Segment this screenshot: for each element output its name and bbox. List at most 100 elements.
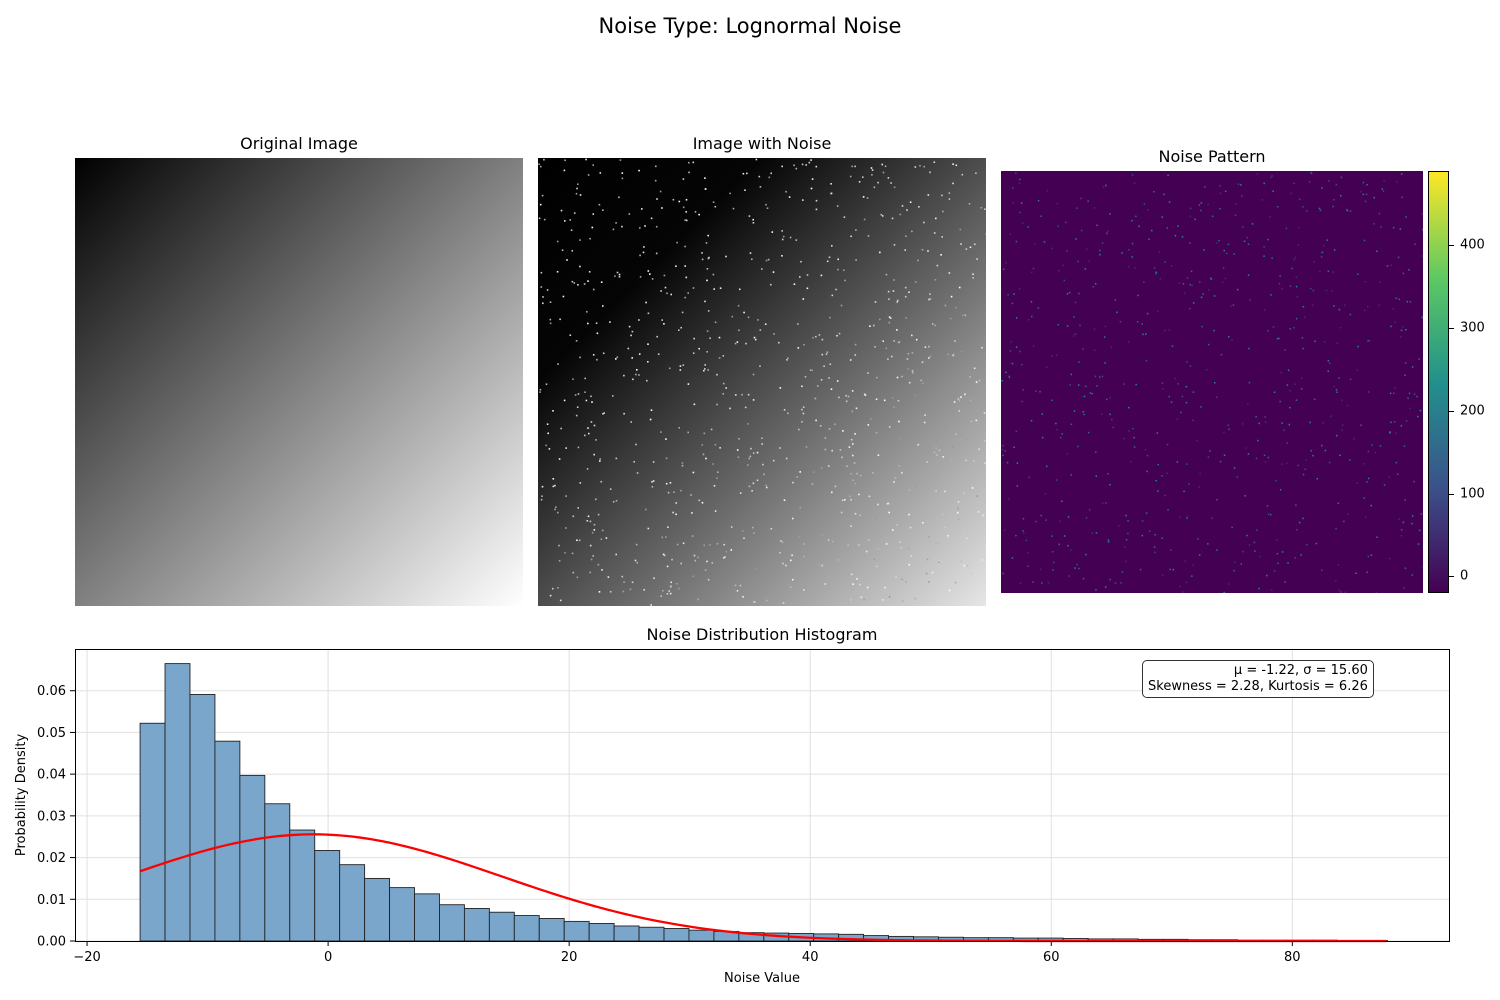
noise-speckle xyxy=(718,336,721,339)
noise-speckle xyxy=(964,393,966,396)
noise-speckle xyxy=(684,219,686,221)
pattern-speckle xyxy=(1408,392,1411,395)
pattern-speckle xyxy=(1404,567,1407,569)
noise-speckle xyxy=(706,330,709,332)
noise-speckle xyxy=(653,577,655,579)
noise-speckle xyxy=(646,379,648,382)
noise-speckle xyxy=(828,428,831,430)
noise-speckle xyxy=(577,393,580,395)
pattern-speckle xyxy=(1339,454,1341,456)
noise-speckle xyxy=(630,334,632,337)
noise-speckle xyxy=(619,159,622,161)
noise-speckle xyxy=(602,413,604,415)
pattern-speckle xyxy=(1225,252,1228,255)
noise-speckle xyxy=(908,548,910,550)
pattern-speckle xyxy=(1362,181,1365,184)
noise-speckle xyxy=(815,419,817,422)
noise-speckle xyxy=(571,280,574,283)
noise-speckle xyxy=(698,499,701,502)
noise-speckle xyxy=(647,361,649,363)
noise-speckle xyxy=(709,337,711,339)
noise-speckle xyxy=(754,601,756,603)
noise-speckle xyxy=(850,525,852,527)
pattern-speckle xyxy=(1341,424,1344,426)
noise-speckle xyxy=(676,241,678,244)
noise-speckle xyxy=(854,343,857,346)
pattern-speckle xyxy=(1309,421,1311,424)
pattern-speckle xyxy=(1247,243,1250,245)
pattern-speckle xyxy=(1379,281,1381,283)
pattern-speckle xyxy=(1258,422,1260,425)
noise-speckle xyxy=(661,319,663,321)
noise-speckle xyxy=(688,171,690,174)
noise-speckle xyxy=(985,395,986,398)
noise-speckle xyxy=(602,209,604,211)
noise-speckle xyxy=(957,501,960,503)
pattern-speckle xyxy=(1326,239,1329,241)
pattern-speckle xyxy=(1104,362,1106,364)
noise-speckle xyxy=(901,578,903,581)
y-tick-label: 0.04 xyxy=(37,768,66,783)
pattern-speckle xyxy=(1076,563,1078,566)
noise-speckle xyxy=(973,367,976,370)
noise-speckle xyxy=(781,238,784,241)
pattern-speckle xyxy=(1251,223,1254,225)
noise-speckle xyxy=(982,514,984,517)
noise-speckle xyxy=(736,590,739,592)
noise-speckle xyxy=(539,388,542,391)
x-tick-label: 0 xyxy=(324,950,332,965)
noise-speckle xyxy=(956,511,959,514)
noise-speckle xyxy=(669,482,672,484)
pattern-speckle xyxy=(1013,293,1015,295)
noise-speckle xyxy=(635,373,637,376)
noise-speckle xyxy=(616,356,619,358)
noise-speckle xyxy=(801,421,803,423)
pattern-speckle xyxy=(1164,494,1166,497)
noise-speckle xyxy=(815,208,818,211)
noise-speckle xyxy=(554,484,556,487)
noise-speckle xyxy=(859,514,861,517)
noise-speckle xyxy=(781,230,783,232)
noise-speckle xyxy=(936,454,938,456)
noise-speckle xyxy=(644,225,646,227)
pattern-speckle xyxy=(1378,212,1381,215)
noise-speckle xyxy=(910,555,912,557)
pattern-speckle xyxy=(1199,472,1201,475)
noise-speckle xyxy=(752,373,755,376)
pattern-speckle xyxy=(1164,261,1166,263)
pattern-speckle xyxy=(1013,446,1015,448)
noise-speckle xyxy=(747,393,750,396)
pattern-speckle xyxy=(1109,413,1111,416)
noise-speckle xyxy=(908,563,911,566)
noise-speckle xyxy=(663,274,666,277)
pattern-speckle xyxy=(1061,433,1063,435)
noise-speckle xyxy=(917,443,920,446)
noise-speckle xyxy=(739,288,741,291)
noise-speckle xyxy=(749,252,752,254)
pattern-speckle xyxy=(1112,426,1114,429)
noise-speckle xyxy=(591,401,593,403)
noise-speckle xyxy=(866,586,869,589)
noise-speckle xyxy=(867,235,870,237)
noise-speckle xyxy=(600,281,603,283)
noise-speckle xyxy=(716,477,718,479)
pattern-speckle xyxy=(1246,236,1248,239)
pattern-speckle xyxy=(1155,271,1158,274)
noise-speckle xyxy=(819,425,822,427)
pattern-speckle xyxy=(1083,395,1086,398)
pattern-speckle xyxy=(1208,289,1210,291)
noise-speckle xyxy=(736,449,739,451)
noise-speckle xyxy=(908,381,911,384)
pattern-speckle xyxy=(1308,181,1311,183)
noise-speckle xyxy=(684,296,686,299)
pattern-speckle xyxy=(1102,186,1105,188)
noise-speckle xyxy=(692,287,695,289)
pattern-speckle xyxy=(1128,341,1130,343)
noise-speckle xyxy=(698,213,700,216)
noise-speckle xyxy=(869,499,872,501)
pattern-speckle xyxy=(1340,195,1342,197)
noise-speckle xyxy=(564,159,566,162)
pattern-speckle xyxy=(1393,421,1396,423)
pattern-speckle xyxy=(1183,292,1186,294)
noise-speckle xyxy=(970,420,972,423)
